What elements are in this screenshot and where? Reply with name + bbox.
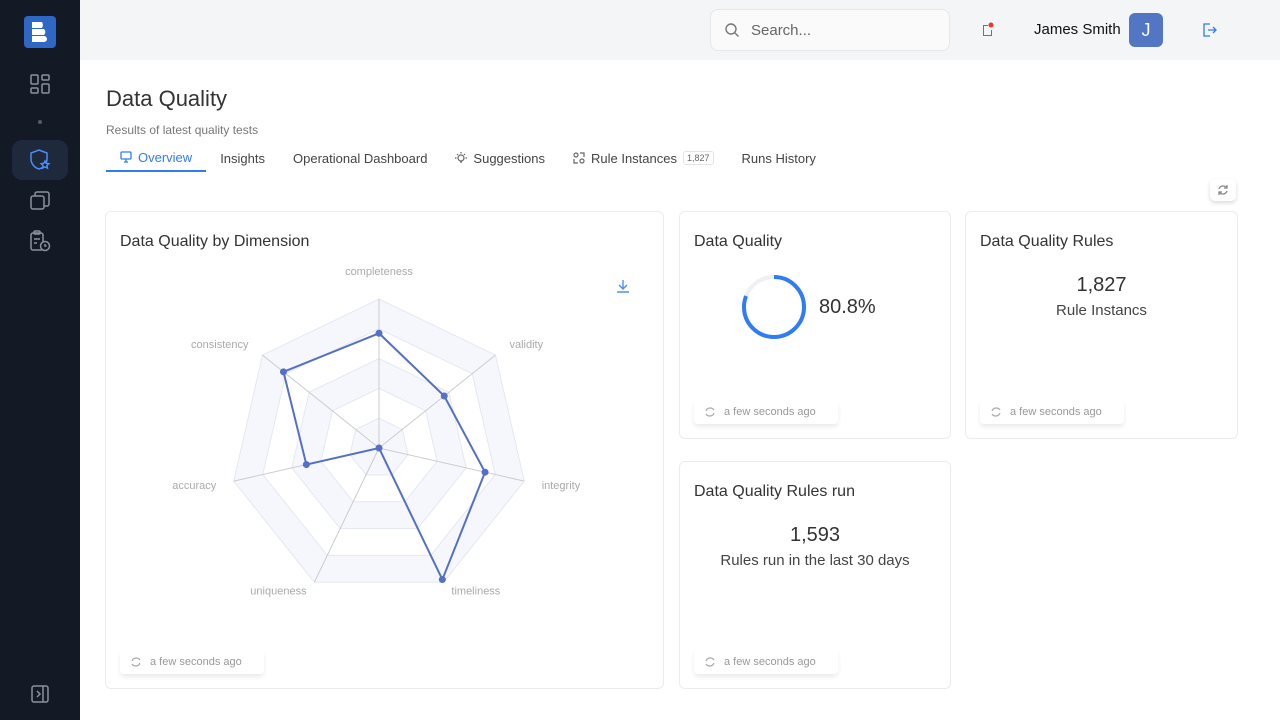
avatar[interactable]: J: [1129, 13, 1163, 47]
notifications-button[interactable]: [980, 22, 994, 43]
folders-icon: [30, 191, 50, 210]
updated-text: a few seconds ago: [150, 656, 242, 668]
tab-label: Operational Dashboard: [293, 150, 428, 166]
top-bar: James Smith J: [80, 0, 1280, 60]
rule-count-badge: 1,827: [682, 151, 714, 165]
tab-overview[interactable]: Overview: [106, 144, 207, 172]
refresh-icon: [1218, 185, 1228, 195]
radar-axis-label: consistency: [191, 339, 249, 351]
tab-bar: Overview Insights Operational Dashboard …: [106, 144, 830, 172]
radar-axis: [378, 354, 496, 449]
card-rules: Data Quality Rules 1,827 Rule Instancs a…: [965, 211, 1238, 439]
quality-value: 80.8%: [819, 296, 876, 318]
radar-point: [279, 368, 287, 376]
radar-point: [375, 329, 383, 337]
tab-operational-dashboard[interactable]: Operational Dashboard: [279, 144, 441, 172]
bell-icon: [983, 22, 994, 36]
refresh-button[interactable]: [1210, 179, 1236, 201]
last-updated: a few seconds ago: [694, 650, 838, 674]
card-title: Data Quality: [694, 233, 783, 250]
refresh-icon: [991, 407, 1001, 417]
logout-icon: [1203, 23, 1217, 37]
search-box[interactable]: [710, 9, 950, 51]
last-updated: a few seconds ago: [980, 400, 1124, 424]
radar-axis: [313, 447, 380, 583]
last-updated: a few seconds ago: [120, 650, 264, 674]
rules-count: 1,827: [1076, 274, 1127, 296]
quality-gauge: [742, 275, 806, 339]
radar-axis-label: accuracy: [172, 480, 217, 492]
radar-chart: completeness validity integrity timeliness u…: [172, 266, 581, 597]
radar-point: [438, 576, 446, 584]
radar-axis-label: uniqueness: [250, 585, 307, 597]
search-input[interactable]: [751, 21, 931, 39]
gauge-arc: [742, 275, 806, 339]
sidebar-item-catalog[interactable]: [12, 181, 68, 221]
tab-label: Runs History: [741, 150, 816, 166]
card-title: Data Quality by Dimension: [120, 233, 310, 250]
card-data-quality: Data Quality 80.8% a few seconds ago: [679, 211, 951, 439]
page-title: Data Quality: [106, 86, 228, 111]
card-rules-run: Data Quality Rules run 1,593 Rules run i…: [679, 461, 951, 689]
runs-count: 1,593: [789, 524, 841, 546]
radar-series-line: [282, 332, 487, 583]
sidebar-item-dashboard[interactable]: [12, 64, 68, 104]
rules-icon: [573, 152, 585, 164]
lightbulb-icon: [455, 152, 468, 163]
radar-point: [481, 468, 489, 476]
card-dimension: Data Quality by Dimension completeness va…: [105, 211, 664, 689]
tab-label: Suggestions: [473, 150, 545, 166]
card-title: Data Quality Rules run: [694, 483, 855, 500]
radar-point: [440, 392, 448, 400]
logout-button[interactable]: [1201, 22, 1217, 43]
card-title: Data Quality Rules: [980, 233, 1114, 250]
clipboard-clock-icon: [30, 230, 51, 252]
download-icon: [617, 280, 629, 293]
monitor-icon: [120, 151, 132, 163]
radar-axis-label: completeness: [345, 266, 413, 278]
radar-axis: [378, 447, 525, 482]
sidebar-item-data-quality[interactable]: [12, 140, 68, 180]
refresh-icon: [705, 657, 715, 667]
collapse-sidebar-button[interactable]: [12, 674, 68, 714]
updated-text: a few seconds ago: [1010, 406, 1102, 418]
tab-rule-instances[interactable]: Rule Instances 1,827: [559, 144, 728, 172]
grid-icon: [30, 74, 50, 94]
radar-axis-label: timeliness: [451, 585, 500, 597]
shield-star-icon: [30, 149, 51, 170]
updated-text: a few seconds ago: [724, 406, 816, 418]
app-logo[interactable]: [24, 16, 56, 48]
last-updated: a few seconds ago: [694, 400, 838, 424]
user-name: James Smith: [1034, 21, 1121, 38]
tab-suggestions[interactable]: Suggestions: [441, 144, 559, 172]
tab-label: Rule Instances: [590, 150, 677, 166]
download-button[interactable]: [615, 278, 631, 299]
updated-text: a few seconds ago: [724, 656, 816, 668]
runs-label: Rules run in the last 30 days: [720, 552, 910, 569]
tab-insights[interactable]: Insights: [206, 144, 279, 172]
sidebar: [0, 0, 80, 720]
radar-point: [375, 444, 383, 452]
sidebar-item-tasks[interactable]: [12, 221, 68, 261]
tab-label: Overview: [138, 149, 193, 165]
page-subtitle: Results of latest quality tests: [106, 123, 259, 137]
refresh-icon: [705, 407, 715, 417]
separator-dot: [38, 120, 42, 124]
radar-point: [302, 461, 310, 469]
search-icon: [725, 23, 739, 37]
tab-runs-history[interactable]: Runs History: [728, 144, 830, 172]
rules-label: Rule Instancs: [1056, 302, 1147, 319]
sidebar-toggle-icon: [31, 685, 49, 703]
radar-axis-label: integrity: [542, 480, 581, 492]
refresh-icon: [131, 657, 141, 667]
tab-label: Insights: [220, 150, 265, 166]
radar-axis-label: validity: [509, 339, 543, 351]
